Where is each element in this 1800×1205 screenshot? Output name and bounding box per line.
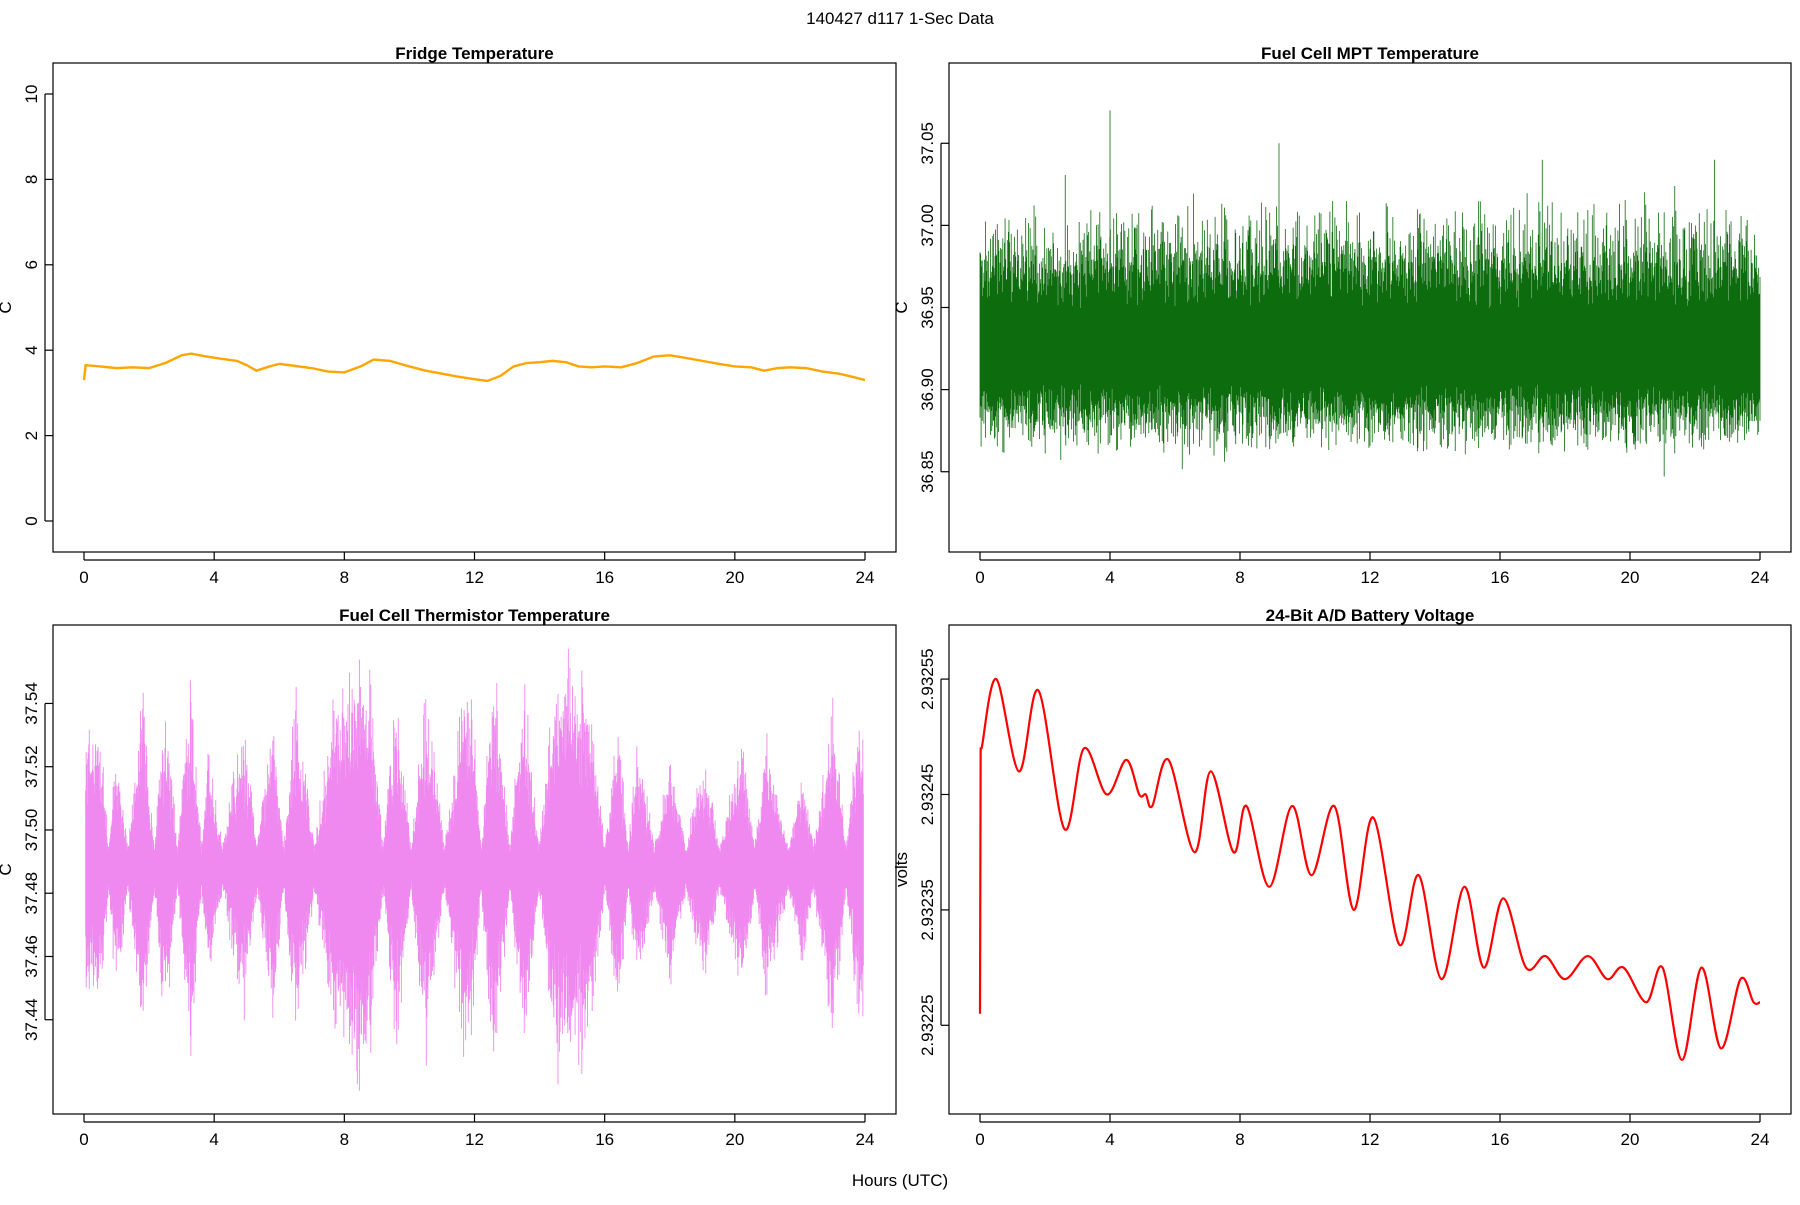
y-tick-label: 37.54 xyxy=(22,682,41,725)
y-axis-label: volts xyxy=(892,852,911,887)
y-tick-label: 10 xyxy=(22,85,41,104)
x-tick-label: 8 xyxy=(1235,1130,1244,1149)
chart-panel-4: 24-Bit A/D Battery Voltage 0 4 8 12 16 20 24 2.9… xyxy=(892,606,1792,1149)
x-tick-label: 4 xyxy=(209,568,218,587)
plot-frame xyxy=(52,62,897,553)
y-tick-label: 2.93245 xyxy=(918,764,937,825)
y-tick-label: 6 xyxy=(22,260,41,269)
x-tick-label: 4 xyxy=(1105,1130,1114,1149)
x-tick-label: 8 xyxy=(1235,568,1244,587)
y-tick-label: 37.52 xyxy=(22,745,41,788)
data-series-line xyxy=(979,110,1761,477)
x-tick-label: 12 xyxy=(465,568,484,587)
x-tick-label: 8 xyxy=(340,568,349,587)
y-tick-label: 36.95 xyxy=(918,286,937,329)
x-tick-label: 20 xyxy=(725,1130,744,1149)
x-tick-label: 12 xyxy=(1361,1130,1380,1149)
plot-frame xyxy=(948,624,1792,1115)
x-tick-label: 16 xyxy=(1491,568,1510,587)
panel-title: Fridge Temperature xyxy=(395,44,553,63)
panel-title: Fuel Cell MPT Temperature xyxy=(1261,44,1479,63)
x-tick-label: 24 xyxy=(1751,1130,1770,1149)
x-tick-label: 24 xyxy=(1751,568,1770,587)
chart-panels: Fridge Temperature048121620240246810CFue… xyxy=(0,44,1792,1149)
y-tick-label: 37.46 xyxy=(22,935,41,978)
x-tick-label: 16 xyxy=(595,1130,614,1149)
x-tick-label: 4 xyxy=(1105,568,1114,587)
x-tick-label: 4 xyxy=(209,1130,218,1149)
x-tick-label: 16 xyxy=(595,568,614,587)
x-tick-label: 0 xyxy=(79,1130,88,1149)
x-tick-label: 8 xyxy=(340,1130,349,1149)
figure-title: 140427 d117 1-Sec Data xyxy=(806,9,994,28)
y-tick-label: 4 xyxy=(22,345,41,354)
panel-title: Fuel Cell Thermistor Temperature xyxy=(339,606,610,625)
x-tick-label: 20 xyxy=(1621,1130,1640,1149)
y-tick-label: 2 xyxy=(22,431,41,440)
x-tick-label: 12 xyxy=(465,1130,484,1149)
y-axis-label: C xyxy=(0,863,15,875)
y-axis-label: C xyxy=(892,301,911,313)
x-tick-label: 20 xyxy=(725,568,744,587)
data-series-line xyxy=(978,677,1761,1062)
y-tick-label: 2.93235 xyxy=(918,879,937,940)
y-tick-label: 2.93255 xyxy=(918,648,937,709)
x-tick-label: 20 xyxy=(1621,568,1640,587)
y-axis-label: C xyxy=(0,301,15,313)
y-tick-label: 8 xyxy=(22,175,41,184)
panel-title: 24-Bit A/D Battery Voltage xyxy=(1266,606,1475,625)
x-tick-label: 24 xyxy=(856,568,875,587)
chart-panel-3: Fuel Cell Thermistor Temperature 0 4 8 12 16 2… xyxy=(0,606,897,1149)
y-tick-label: 2.93225 xyxy=(918,995,937,1056)
x-tick-label: 0 xyxy=(975,568,984,587)
figure-x-axis-label: Hours (UTC) xyxy=(852,1171,948,1190)
x-tick-label: 24 xyxy=(856,1130,875,1149)
y-tick-label: 37.00 xyxy=(918,204,937,247)
y-tick-label: 37.50 xyxy=(22,809,41,852)
y-tick-label: 36.90 xyxy=(918,368,937,411)
x-tick-label: 12 xyxy=(1361,568,1380,587)
chart-panel-1: Fridge Temperature048121620240246810C xyxy=(0,44,897,587)
data-series-line xyxy=(82,352,866,383)
y-tick-label: 37.48 xyxy=(22,872,41,915)
x-tick-label: 0 xyxy=(79,568,88,587)
data-series-line xyxy=(85,648,864,1091)
y-tick-label: 37.05 xyxy=(918,122,937,165)
y-tick-label: 36.85 xyxy=(918,450,937,493)
y-tick-label: 37.44 xyxy=(22,998,41,1041)
x-tick-label: 16 xyxy=(1491,1130,1510,1149)
y-tick-label: 0 xyxy=(22,516,41,525)
chart-panel-2: Fuel Cell MPT Temperature 0 4 8 12 16 20 24 36.8… xyxy=(892,44,1792,587)
x-tick-label: 0 xyxy=(975,1130,984,1149)
